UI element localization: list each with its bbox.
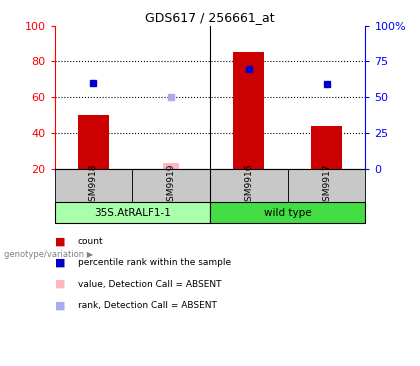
Bar bbox=[55, 202, 210, 223]
Text: ■: ■ bbox=[55, 258, 65, 268]
Bar bbox=[163, 163, 179, 169]
Text: 35S.AtRALF1-1: 35S.AtRALF1-1 bbox=[94, 208, 171, 218]
Text: ■: ■ bbox=[55, 279, 65, 289]
Bar bbox=[210, 169, 288, 202]
Bar bbox=[210, 202, 365, 223]
Text: GSM9917: GSM9917 bbox=[322, 164, 331, 207]
Text: rank, Detection Call = ABSENT: rank, Detection Call = ABSENT bbox=[78, 301, 217, 310]
Text: GSM9918: GSM9918 bbox=[89, 164, 98, 207]
Text: value, Detection Call = ABSENT: value, Detection Call = ABSENT bbox=[78, 280, 221, 288]
Text: ■: ■ bbox=[55, 300, 65, 310]
Bar bbox=[132, 169, 210, 202]
Text: count: count bbox=[78, 237, 103, 246]
Text: wild type: wild type bbox=[264, 208, 312, 218]
Title: GDS617 / 256661_at: GDS617 / 256661_at bbox=[145, 11, 275, 25]
Bar bbox=[55, 169, 132, 202]
Text: percentile rank within the sample: percentile rank within the sample bbox=[78, 258, 231, 267]
Bar bbox=[234, 52, 265, 169]
Bar bbox=[311, 126, 342, 169]
Text: ■: ■ bbox=[55, 236, 65, 247]
Text: genotype/variation ▶: genotype/variation ▶ bbox=[4, 250, 94, 259]
Bar bbox=[288, 169, 365, 202]
Text: GSM9916: GSM9916 bbox=[244, 164, 253, 207]
Bar bbox=[78, 115, 109, 169]
Text: GSM9919: GSM9919 bbox=[167, 164, 176, 207]
